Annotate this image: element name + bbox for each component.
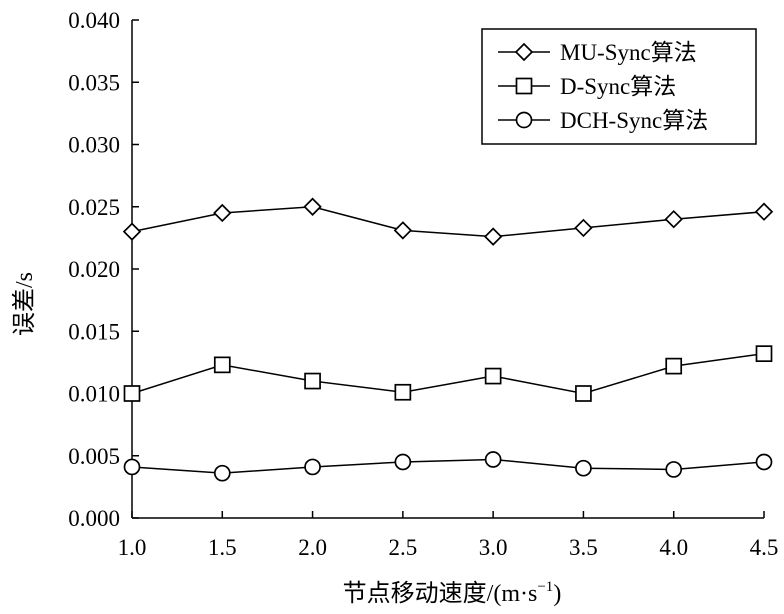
data-point (574, 218, 593, 238)
data-point (755, 345, 773, 363)
x-tick-label: 4.5 (750, 535, 779, 560)
data-point (304, 458, 321, 476)
data-point (754, 202, 774, 221)
data-point (394, 383, 412, 401)
data-point (484, 367, 502, 385)
x-tick-label: 2.0 (298, 535, 327, 560)
data-point (665, 357, 683, 375)
y-tick-label: 0.000 (68, 506, 120, 531)
x-tick-label: 2.5 (388, 535, 417, 560)
series-1 (122, 197, 774, 246)
series-line (131, 205, 765, 238)
y-axis-title: 误差/s (11, 272, 38, 336)
y-tick-label: 0.025 (68, 195, 120, 220)
legend-label: MU-Sync算法 (560, 40, 697, 65)
series-3 (123, 451, 773, 482)
legend-marker (514, 42, 534, 62)
x-axis: 1.0 1.5 2.0 2.5 3.0 3.5 4.0 4.5 (118, 511, 779, 560)
x-axis-title-main: 节点移动速度/(m·s (343, 580, 538, 607)
series-line (131, 352, 765, 395)
data-point (665, 461, 683, 478)
x-tick-label: 3.5 (569, 535, 598, 560)
data-point (394, 453, 412, 471)
data-point (213, 356, 231, 374)
x-tick-label: 3.0 (479, 535, 508, 560)
series-2 (123, 345, 773, 402)
data-point (484, 451, 502, 468)
legend-label: D-Sync算法 (560, 74, 676, 99)
y-tick-label: 0.020 (68, 257, 120, 282)
data-point (213, 464, 231, 482)
data-point (755, 453, 773, 471)
data-point (123, 385, 141, 402)
x-axis-title-exponent: −1 (537, 579, 553, 595)
data-point (122, 222, 142, 241)
data-point (303, 197, 322, 216)
data-point (213, 203, 232, 223)
legend-label: DCH-Sync算法 (560, 108, 708, 133)
legend-marker (515, 77, 533, 95)
legend-item: D-Sync算法 (498, 74, 676, 99)
legend: MU-Sync算法 D-Sync算法 DCH-Sync算法 (481, 28, 757, 145)
y-tick-label: 0.005 (68, 444, 120, 469)
x-tick-label: 1.5 (208, 535, 237, 560)
data-point (664, 209, 683, 229)
legend-item: DCH-Sync算法 (498, 108, 708, 133)
data-point (483, 227, 503, 246)
plot-area (122, 197, 774, 482)
data-point (123, 458, 141, 476)
legend-item: MU-Sync算法 (498, 40, 697, 65)
legend-marker (515, 111, 533, 129)
y-tick-label: 0.040 (68, 8, 120, 33)
y-tick-label: 0.030 (68, 133, 120, 158)
data-point (575, 385, 592, 402)
y-tick-label: 0.035 (68, 70, 120, 95)
y-tick-label: 0.015 (68, 319, 120, 344)
x-tick-label: 1.0 (118, 535, 147, 560)
series-line (131, 458, 765, 474)
data-point (393, 221, 413, 240)
data-point (575, 459, 592, 477)
x-axis-title: 节点移动速度/(m·s−1) (343, 579, 562, 607)
y-axis: 0.000 0.005 0.010 0.015 0.020 0.025 0.030 0.035… (68, 8, 139, 531)
x-axis-title-end: ) (553, 581, 561, 607)
data-point (304, 372, 321, 390)
y-tick-label: 0.010 (68, 382, 120, 407)
x-tick-label: 4.0 (659, 535, 688, 560)
